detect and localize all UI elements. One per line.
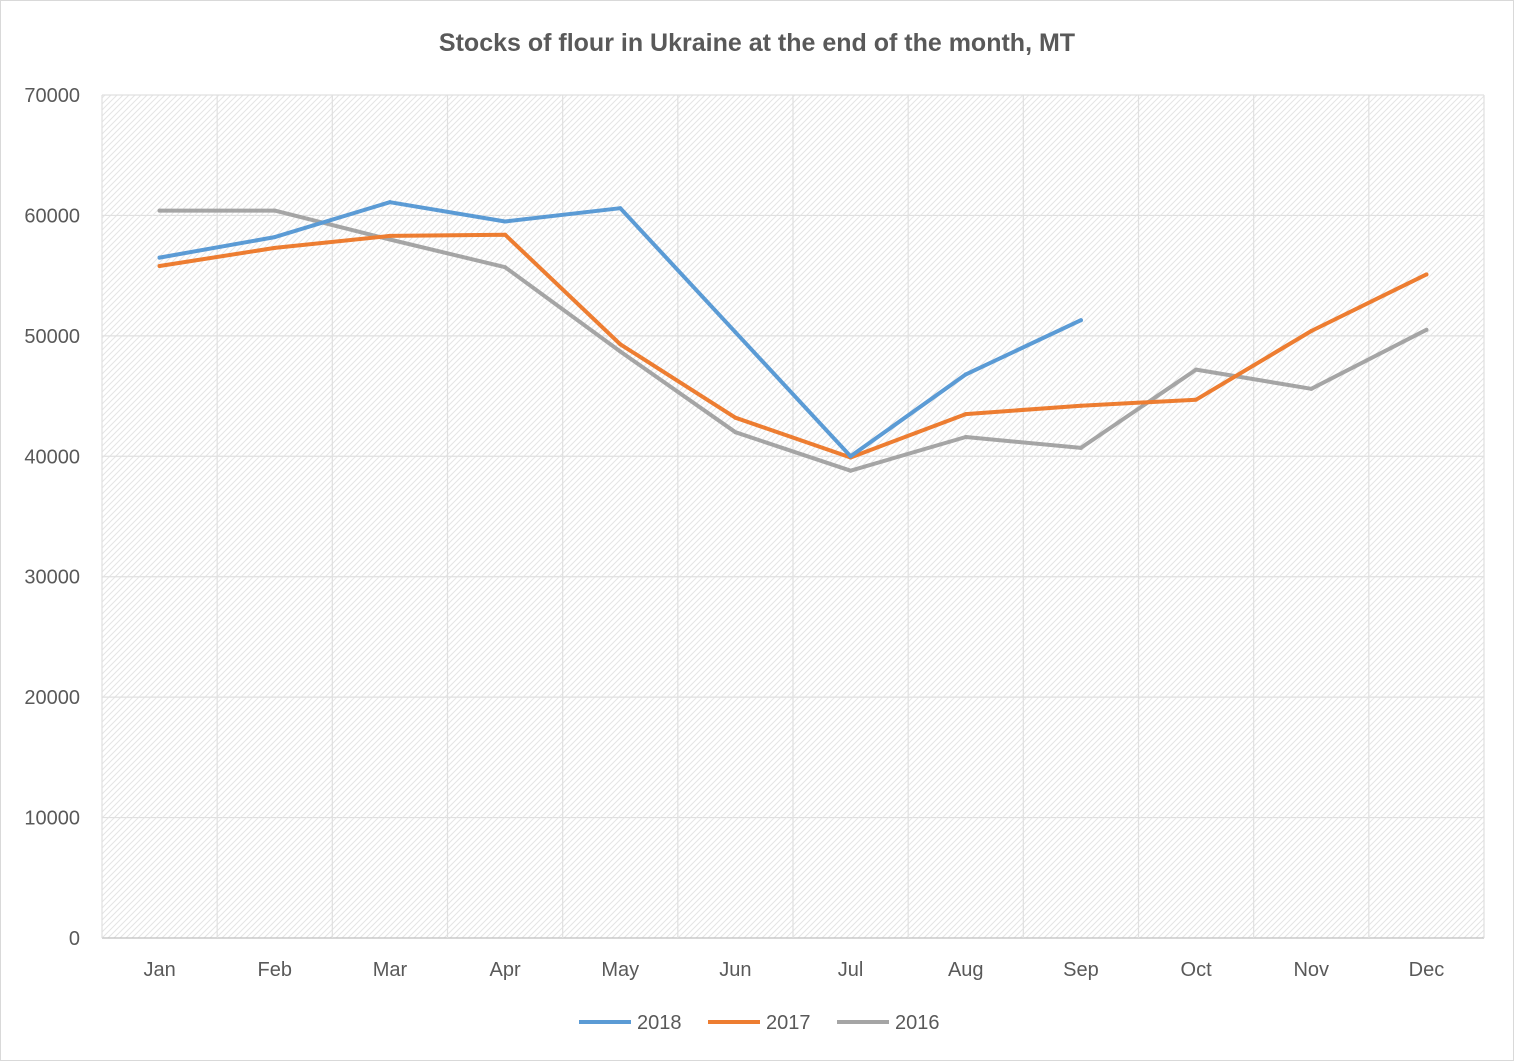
data-point-2016 bbox=[963, 435, 968, 440]
data-point-2017 bbox=[1078, 403, 1083, 408]
x-tick-label: May bbox=[601, 959, 639, 981]
data-point-2017 bbox=[1194, 397, 1199, 402]
data-point-2016 bbox=[1194, 367, 1199, 372]
y-tick-label: 60000 bbox=[24, 205, 80, 227]
series-line-2017 bbox=[157, 232, 1429, 460]
x-tick-label: Oct bbox=[1181, 959, 1213, 981]
series-line-2016 bbox=[157, 208, 1429, 473]
data-point-2016 bbox=[272, 208, 277, 213]
data-point-2018 bbox=[618, 206, 623, 211]
legend-label-2018: 2018 bbox=[637, 1012, 682, 1034]
y-tick-label: 0 bbox=[69, 928, 80, 950]
legend-label-2016: 2016 bbox=[895, 1012, 940, 1034]
x-tick-label: Feb bbox=[258, 959, 292, 981]
data-point-2016 bbox=[157, 208, 162, 213]
data-point-2017 bbox=[157, 264, 162, 269]
y-tick-label: 30000 bbox=[24, 567, 80, 589]
legend-label-2017: 2017 bbox=[766, 1012, 811, 1034]
data-point-2016 bbox=[1309, 386, 1314, 391]
data-point-2016 bbox=[1424, 327, 1429, 332]
x-tick-label: Nov bbox=[1293, 959, 1329, 981]
data-point-2017 bbox=[272, 245, 277, 250]
data-point-2018 bbox=[387, 200, 392, 205]
data-point-2016 bbox=[387, 237, 392, 242]
y-axis: 0 10000 20000 30000 40000 50000 60000 70000 bbox=[24, 85, 80, 950]
gridlines bbox=[101, 94, 1485, 939]
x-tick-label: Jan bbox=[143, 959, 175, 981]
data-point-2017 bbox=[1309, 329, 1314, 334]
data-point-2018 bbox=[272, 235, 277, 240]
data-point-2017 bbox=[963, 412, 968, 417]
data-point-2018 bbox=[733, 330, 738, 335]
data-point-2016 bbox=[1078, 445, 1083, 450]
y-tick-label: 70000 bbox=[24, 85, 80, 107]
data-point-2018 bbox=[503, 219, 508, 224]
series-lines bbox=[157, 200, 1429, 473]
data-point-2018 bbox=[848, 454, 853, 459]
data-point-2017 bbox=[387, 233, 392, 238]
data-point-2017 bbox=[733, 415, 738, 420]
y-tick-label: 10000 bbox=[24, 808, 80, 830]
chart-title: Stocks of flour in Ukraine at the end of… bbox=[439, 29, 1075, 57]
data-point-2016 bbox=[733, 430, 738, 435]
data-point-2017 bbox=[618, 342, 623, 347]
data-point-2017 bbox=[1424, 272, 1429, 277]
data-point-2016 bbox=[848, 468, 853, 473]
data-point-2018 bbox=[1078, 318, 1083, 323]
x-tick-label: Apr bbox=[490, 959, 521, 981]
data-point-2016 bbox=[618, 349, 623, 354]
x-tick-label: Sep bbox=[1063, 959, 1099, 981]
data-point-2016 bbox=[503, 265, 508, 270]
data-point-2018 bbox=[963, 372, 968, 377]
y-tick-label: 40000 bbox=[24, 446, 80, 468]
y-tick-label: 50000 bbox=[24, 326, 80, 348]
x-tick-label: Aug bbox=[948, 959, 984, 981]
y-tick-label: 20000 bbox=[24, 687, 80, 709]
x-tick-label: Dec bbox=[1409, 959, 1445, 981]
legend: 2018 2017 2016 bbox=[579, 1012, 940, 1034]
x-axis: Jan Feb Mar Apr May Jun Jul Aug Sep Oct Nov Dec bbox=[143, 959, 1444, 981]
data-point-2018 bbox=[157, 255, 162, 260]
x-tick-label: Mar bbox=[373, 959, 408, 981]
x-tick-label: Jun bbox=[719, 959, 751, 981]
data-point-2017 bbox=[503, 232, 508, 237]
x-tick-label: Jul bbox=[838, 959, 864, 981]
